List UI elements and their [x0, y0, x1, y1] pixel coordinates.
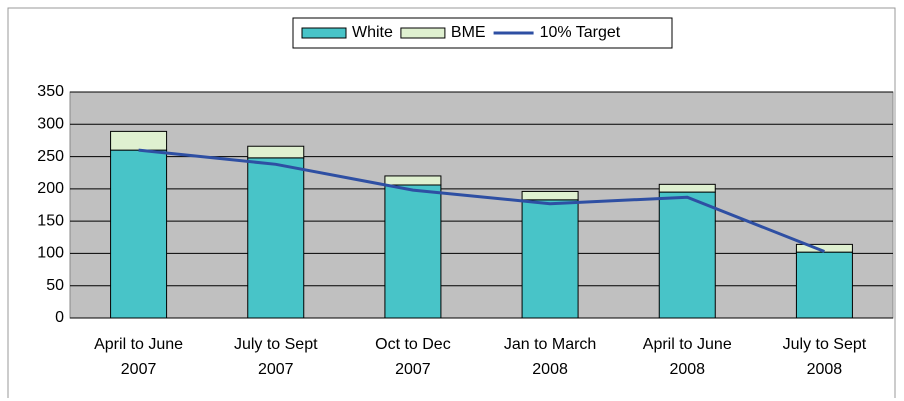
plot-area — [69, 91, 894, 319]
y-tick-label: 350 — [37, 83, 64, 100]
x-tick-label: 2007 — [258, 361, 294, 378]
bar — [521, 190, 579, 201]
x-tick-label: 2007 — [121, 361, 157, 378]
bar — [795, 243, 853, 253]
x-tick-label: Jan to March — [504, 336, 596, 353]
bar — [110, 130, 168, 151]
x-tick-label: Oct to Dec — [375, 336, 451, 353]
legend-label: 10% Target — [540, 24, 621, 41]
x-tick-label: 2007 — [395, 361, 431, 378]
y-tick-label: 150 — [37, 212, 64, 229]
bar — [384, 175, 442, 186]
legend-box — [292, 17, 673, 49]
x-tick-label: 2008 — [669, 361, 705, 378]
target-line — [138, 148, 825, 253]
x-tick-label: July to Sept — [783, 336, 867, 353]
x-tick-label: April to June — [643, 336, 732, 353]
bar — [658, 191, 716, 319]
legend-swatch — [400, 27, 446, 39]
legend-swatch — [301, 27, 347, 39]
y-tick-label: 200 — [37, 180, 64, 197]
bar — [384, 184, 442, 319]
bar — [247, 145, 305, 159]
x-tick-label: 2008 — [807, 361, 843, 378]
bar — [247, 157, 305, 319]
bar — [795, 251, 853, 319]
legend-label: BME — [451, 24, 486, 41]
y-tick-label: 250 — [37, 148, 64, 165]
x-tick-label: April to June — [94, 336, 183, 353]
chart-frame — [7, 7, 896, 398]
x-tick-label: 2008 — [532, 361, 568, 378]
y-tick-label: 0 — [55, 309, 64, 326]
bar — [658, 183, 716, 193]
y-tick-label: 100 — [37, 245, 64, 262]
bar — [521, 199, 579, 319]
bar — [110, 149, 168, 319]
legend-label: White — [352, 24, 393, 41]
y-tick-label: 50 — [46, 277, 64, 294]
y-tick-label: 300 — [37, 116, 64, 133]
x-tick-label: July to Sept — [234, 336, 318, 353]
